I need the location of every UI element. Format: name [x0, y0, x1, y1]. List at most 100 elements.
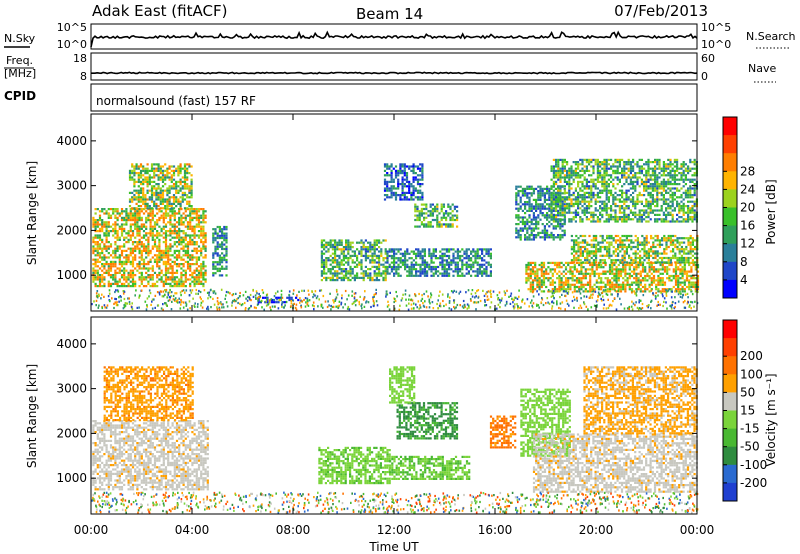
heatmap-cell	[200, 227, 203, 230]
heatmap-cell	[153, 234, 157, 237]
heatmap-cell	[404, 263, 407, 266]
heatmap-cell	[380, 241, 383, 244]
heatmap-cell	[581, 254, 584, 257]
heatmap-cell	[532, 205, 535, 208]
heatmap-cell	[461, 259, 464, 262]
heatmap-cell	[221, 265, 224, 268]
heatmap-cell	[585, 200, 588, 203]
heatmap-cell	[367, 246, 370, 249]
heatmap-cell	[195, 263, 198, 266]
heatmap-cell	[551, 268, 554, 271]
heatmap-cell	[517, 223, 520, 226]
heatmap-cell	[155, 163, 158, 166]
heatmap-cell	[151, 267, 154, 270]
heatmap-cell	[643, 259, 646, 262]
heatmap-cell	[634, 250, 637, 253]
heatmap-cell	[135, 189, 138, 192]
heatmap-cell	[423, 274, 426, 277]
heatmap-cell	[403, 198, 406, 201]
heatmap-cell	[566, 198, 569, 201]
heatmap-cell	[445, 210, 448, 213]
heatmap-cell	[149, 258, 152, 261]
heatmap-cell	[485, 272, 488, 275]
heatmap-cell	[689, 256, 692, 260]
heatmap-cell	[550, 218, 553, 221]
heatmap-cell	[390, 257, 393, 260]
heatmap-cell	[186, 176, 189, 179]
heatmap-cell	[650, 279, 653, 282]
heatmap-cell	[689, 250, 692, 253]
heatmap-cell	[596, 187, 599, 190]
heatmap-cell	[655, 283, 658, 286]
heatmap-cell	[442, 214, 445, 217]
heatmap-cell	[538, 263, 541, 267]
heatmap-cell	[534, 270, 537, 273]
heatmap-cell	[581, 241, 584, 244]
heatmap-cell	[323, 239, 326, 242]
heatmap-cell	[151, 210, 154, 213]
heatmap-cell	[624, 279, 627, 282]
heatmap-cell	[125, 254, 128, 257]
heatmap-cell	[161, 194, 165, 197]
heatmap-cell	[536, 285, 539, 289]
heatmap-cell	[694, 248, 697, 251]
heatmap-cell	[616, 183, 619, 186]
heatmap-cell	[169, 267, 172, 270]
heatmap-cell	[416, 183, 420, 186]
heatmap-cell	[340, 263, 343, 266]
heatmap-cell	[112, 234, 115, 237]
heatmap-cell	[595, 256, 598, 260]
heatmap-cell	[103, 263, 106, 266]
heatmap-cell	[648, 290, 651, 293]
heatmap-cell	[478, 257, 481, 260]
heatmap-cell	[114, 260, 117, 263]
date-title: 07/Feb/2013	[614, 2, 708, 20]
heatmap-cell	[635, 283, 638, 286]
heatmap-cell	[601, 216, 604, 219]
heatmap-cell	[625, 252, 628, 255]
heatmap-cell	[190, 174, 193, 177]
heatmap-cell	[160, 227, 163, 230]
heatmap-cell	[623, 234, 626, 238]
heatmap-cell	[118, 269, 121, 272]
heatmap-cell	[169, 216, 172, 219]
heatmap-cell	[384, 250, 387, 253]
heatmap-cell	[668, 279, 671, 282]
heatmap-cell	[123, 256, 126, 259]
heatmap-cell	[96, 223, 99, 226]
heatmap-cell	[610, 254, 613, 257]
heatmap-cell	[588, 163, 591, 166]
heatmap-cell	[539, 187, 542, 190]
heatmap-cell	[139, 187, 143, 190]
heatmap-cell	[183, 176, 187, 179]
heatmap-cell	[327, 241, 330, 244]
heatmap-cell	[164, 241, 168, 244]
heatmap-cell	[515, 229, 518, 232]
heatmap-cell	[158, 252, 161, 255]
heatmap-cell	[131, 282, 135, 285]
heatmap-cell	[623, 169, 626, 172]
heatmap-cell	[173, 230, 176, 233]
heatmap-cell	[584, 248, 587, 251]
heatmap-cell	[394, 198, 398, 201]
heatmap-cell	[431, 203, 434, 206]
heatmap-cell	[162, 282, 165, 285]
heatmap-cell	[436, 205, 439, 208]
heatmap-cell	[360, 259, 363, 262]
heatmap-cell	[169, 214, 172, 217]
heatmap-cell	[563, 165, 566, 168]
heatmap-cell	[410, 198, 413, 201]
heatmap-cell	[590, 185, 593, 188]
heatmap-cell	[131, 263, 135, 266]
heatmap-cell	[151, 238, 154, 241]
heatmap-cell	[604, 263, 607, 267]
heatmap-cell	[116, 208, 119, 211]
heatmap-cell	[683, 268, 686, 271]
heatmap-cell	[489, 254, 492, 258]
heatmap-cell	[382, 276, 385, 279]
heatmap-cell	[114, 256, 117, 259]
heatmap-cell	[212, 241, 215, 244]
heatmap-cell	[408, 274, 411, 277]
heatmap-cell	[472, 270, 475, 273]
heatmap-cell	[629, 183, 632, 186]
